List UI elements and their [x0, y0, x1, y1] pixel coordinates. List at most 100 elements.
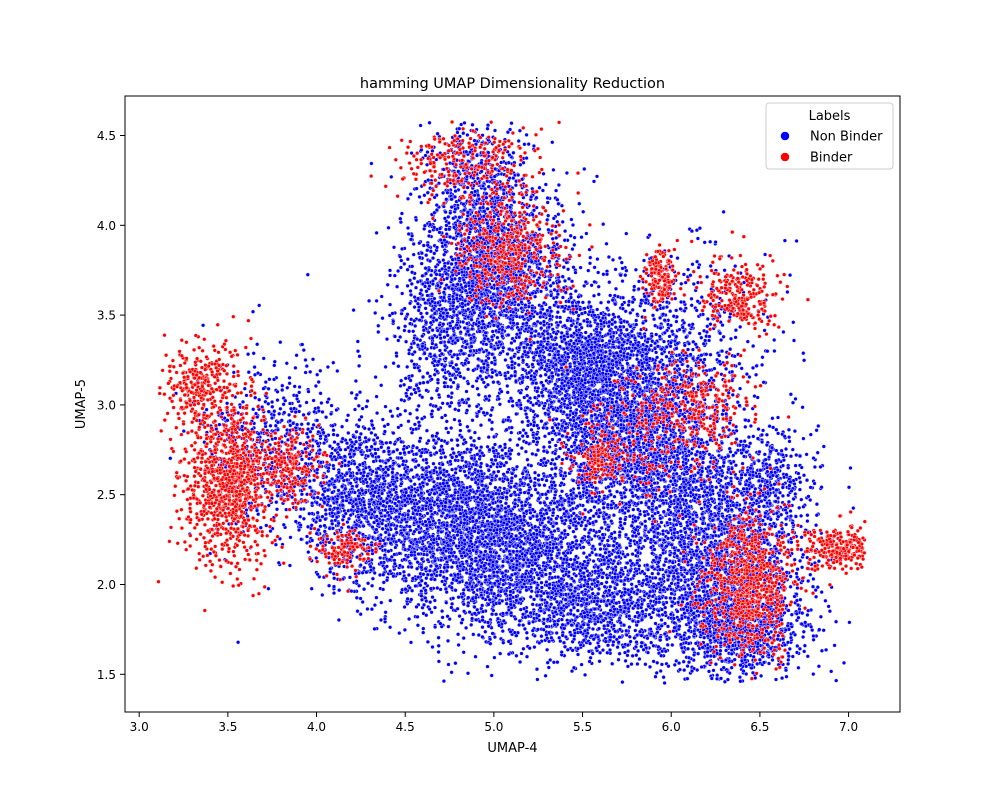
- data-point: [464, 559, 469, 564]
- data-point: [446, 624, 451, 629]
- data-point: [380, 417, 385, 422]
- data-point: [336, 510, 341, 515]
- data-point: [424, 546, 429, 551]
- data-point: [330, 526, 335, 531]
- data-point: [384, 578, 390, 583]
- data-point: [466, 428, 472, 433]
- data-point: [327, 583, 332, 588]
- data-point: [469, 443, 474, 448]
- data-point: [525, 521, 530, 526]
- data-point: [258, 525, 263, 530]
- data-point: [457, 418, 462, 424]
- data-point: [409, 488, 414, 493]
- data-point: [435, 476, 440, 481]
- data-point: [455, 606, 460, 611]
- data-point: [390, 470, 395, 475]
- data-point: [528, 569, 534, 574]
- data-point: [573, 554, 579, 559]
- data-point: [467, 548, 472, 553]
- data-point: [403, 587, 408, 592]
- data-point: [365, 606, 370, 612]
- data-point: [416, 551, 421, 557]
- data-point: [554, 630, 559, 636]
- data-point: [451, 596, 456, 601]
- data-point: [568, 582, 573, 587]
- data-point: [609, 531, 614, 536]
- data-point: [583, 523, 589, 528]
- data-point: [471, 495, 477, 500]
- data-point: [535, 440, 540, 445]
- data-point: [329, 403, 334, 408]
- data-point: [369, 515, 374, 520]
- data-point: [453, 554, 458, 559]
- data-point: [323, 517, 328, 522]
- data-point: [487, 507, 492, 512]
- data-point: [429, 505, 434, 510]
- data-point: [365, 473, 370, 479]
- data-point: [436, 659, 441, 664]
- data-point: [405, 596, 410, 601]
- data-point: [520, 471, 525, 476]
- data-point: [390, 414, 395, 419]
- data-point: [497, 543, 502, 548]
- data-point: [340, 495, 345, 500]
- data-point: [582, 507, 588, 512]
- data-point: [432, 445, 437, 450]
- data-point: [460, 561, 465, 567]
- data-point: [331, 428, 336, 433]
- data-point: [387, 557, 392, 562]
- data-point: [316, 527, 321, 532]
- data-point: [463, 459, 469, 465]
- data-point: [455, 532, 460, 538]
- data-point: [518, 518, 523, 523]
- data-point: [390, 474, 395, 479]
- data-point: [377, 494, 382, 499]
- data-point: [570, 506, 575, 511]
- data-point: [466, 595, 471, 600]
- data-point: [475, 489, 480, 494]
- data-point: [487, 567, 492, 573]
- data-point: [575, 652, 581, 657]
- data-point: [458, 428, 463, 433]
- data-point: [334, 515, 339, 520]
- data-point: [529, 427, 534, 432]
- data-point: [449, 493, 454, 498]
- data-point: [400, 462, 405, 467]
- data-point: [387, 498, 392, 503]
- data-point: [488, 536, 493, 541]
- data-point: [435, 542, 440, 547]
- data-point: [330, 490, 335, 495]
- data-point: [354, 579, 359, 584]
- data-point: [517, 430, 523, 435]
- data-point: [500, 491, 505, 496]
- data-point: [410, 576, 415, 581]
- data-point: [507, 543, 512, 549]
- data-point: [367, 448, 372, 453]
- data-point: [421, 626, 426, 631]
- data-point: [493, 458, 498, 463]
- data-point: [534, 514, 540, 519]
- data-point: [386, 449, 391, 454]
- data-point: [514, 464, 520, 469]
- data-point: [362, 587, 367, 592]
- data-point: [651, 317, 657, 322]
- data-point: [490, 522, 495, 527]
- data-point: [536, 496, 541, 501]
- data-point: [463, 473, 468, 478]
- data-point: [433, 624, 438, 630]
- data-point: [475, 535, 480, 540]
- data-point: [502, 513, 508, 519]
- data-point: [545, 590, 550, 596]
- data-point: [444, 526, 449, 532]
- data-point: [535, 589, 540, 594]
- data-point: [430, 487, 435, 492]
- data-point: [440, 462, 445, 467]
- data-point: [340, 436, 345, 441]
- data-point: [545, 556, 551, 561]
- data-point: [382, 424, 387, 429]
- data-point: [369, 444, 374, 449]
- data-point: [495, 569, 500, 575]
- data-point: [539, 597, 545, 602]
- data-point: [429, 577, 434, 582]
- data-point: [315, 572, 320, 577]
